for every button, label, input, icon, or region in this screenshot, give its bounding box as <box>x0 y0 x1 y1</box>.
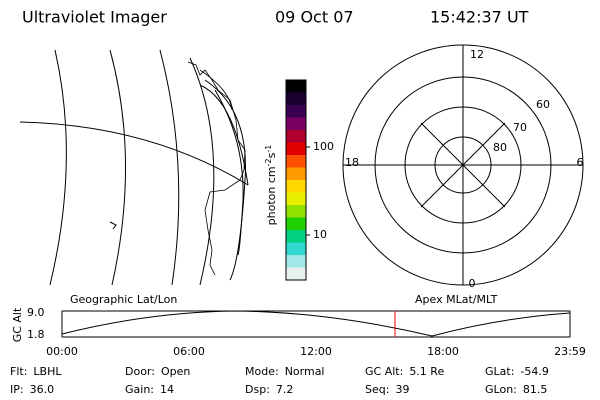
timeline-frame <box>61 310 571 338</box>
timeline-x-axis: 00:00 06:00 12:00 18:00 23:59 <box>46 345 586 358</box>
timeline-y-tick: 9.0 <box>27 306 45 319</box>
mlt-label: 18 <box>345 156 359 169</box>
lat-label: 60 <box>536 98 550 111</box>
mlt-label: 6 <box>577 156 584 169</box>
status-label: Door: <box>125 365 155 378</box>
unit-text: photon cm <box>265 166 278 225</box>
unit-text: s <box>265 152 278 158</box>
status-label: Dsp: <box>245 383 270 396</box>
timeline-left-title: Geographic Lat/Lon <box>70 293 177 306</box>
status-value: -54.9 <box>520 365 548 378</box>
status-value: 14 <box>160 383 174 396</box>
colorbar-swatch <box>286 142 306 156</box>
title: Ultraviolet Imager <box>22 8 167 27</box>
colorbar-swatch <box>286 117 306 131</box>
unit-sup: -2 <box>264 158 273 166</box>
lat-label: 80 <box>493 141 507 154</box>
lat-label: 70 <box>513 121 527 134</box>
status-value: 81.5 <box>523 383 548 396</box>
status-label: Flt: <box>10 365 27 378</box>
timeline-x-tick: 12:00 <box>300 345 332 358</box>
status-label: Mode: <box>245 365 279 378</box>
colorbar-swatch <box>286 267 306 281</box>
colorbar-swatch <box>286 205 306 218</box>
colorbar-swatch <box>286 80 306 93</box>
colorbar-swatch <box>286 130 306 143</box>
status-value: 36.0 <box>30 383 55 396</box>
status-value: LBHL <box>33 365 62 378</box>
colorbar-swatch <box>286 92 306 106</box>
status-label: Seq: <box>365 383 389 396</box>
status-label: GLon: <box>485 383 517 396</box>
status-value: 7.2 <box>276 383 294 396</box>
colorbar-tick-label: 10 <box>313 228 327 241</box>
timeline-x-tick: 23:59 <box>554 345 586 358</box>
timeline-y-label: GC Alt <box>11 307 24 342</box>
status-value: 5.1 Re <box>409 365 444 378</box>
colorbar-tick-label: 100 <box>313 140 334 153</box>
time: 15:42:37 UT <box>430 8 529 27</box>
timeline-right-title: Apex MLat/MLT <box>415 293 498 306</box>
colorbar-swatch <box>286 230 306 243</box>
colorbar-swatch <box>286 192 306 206</box>
colorbar-swatch <box>286 255 306 268</box>
status-label: GC Alt: <box>365 365 403 378</box>
colorbar-swatch <box>286 105 306 118</box>
geographic-map <box>19 49 249 286</box>
status-label: Gain: <box>125 383 154 396</box>
altitude-curve <box>61 310 571 337</box>
mlt-label: 12 <box>470 48 484 61</box>
timeline-y-tick: 1.8 <box>27 328 45 341</box>
timeline-x-tick: 06:00 <box>173 345 205 358</box>
status-panel: Flt: LBHL Door: Open Mode: Normal GC Alt: 5.1 R… <box>10 365 549 396</box>
status-value: Open <box>161 365 190 378</box>
colorbar-frame <box>285 79 307 281</box>
colorbar-swatch <box>286 242 306 256</box>
status-label: IP: <box>10 383 24 396</box>
polar-grid <box>342 44 584 286</box>
colorbar-swatch <box>286 217 306 231</box>
unit-sup: -1 <box>264 145 273 153</box>
colorbar <box>285 79 307 281</box>
timeline-x-tick: 00:00 <box>46 345 78 358</box>
colorbar-swatch <box>286 180 306 193</box>
date: 09 Oct 07 <box>275 8 354 27</box>
colorbar-swatch <box>286 155 306 168</box>
mlt-label: 0 <box>469 277 476 290</box>
colorbar-unit: photon cm-2s-1 <box>264 145 279 226</box>
timeline-x-tick: 18:00 <box>427 345 459 358</box>
status-value: Normal <box>285 365 325 378</box>
status-label: GLat: <box>485 365 514 378</box>
colorbar-swatch <box>286 167 306 181</box>
status-value: 39 <box>395 383 409 396</box>
